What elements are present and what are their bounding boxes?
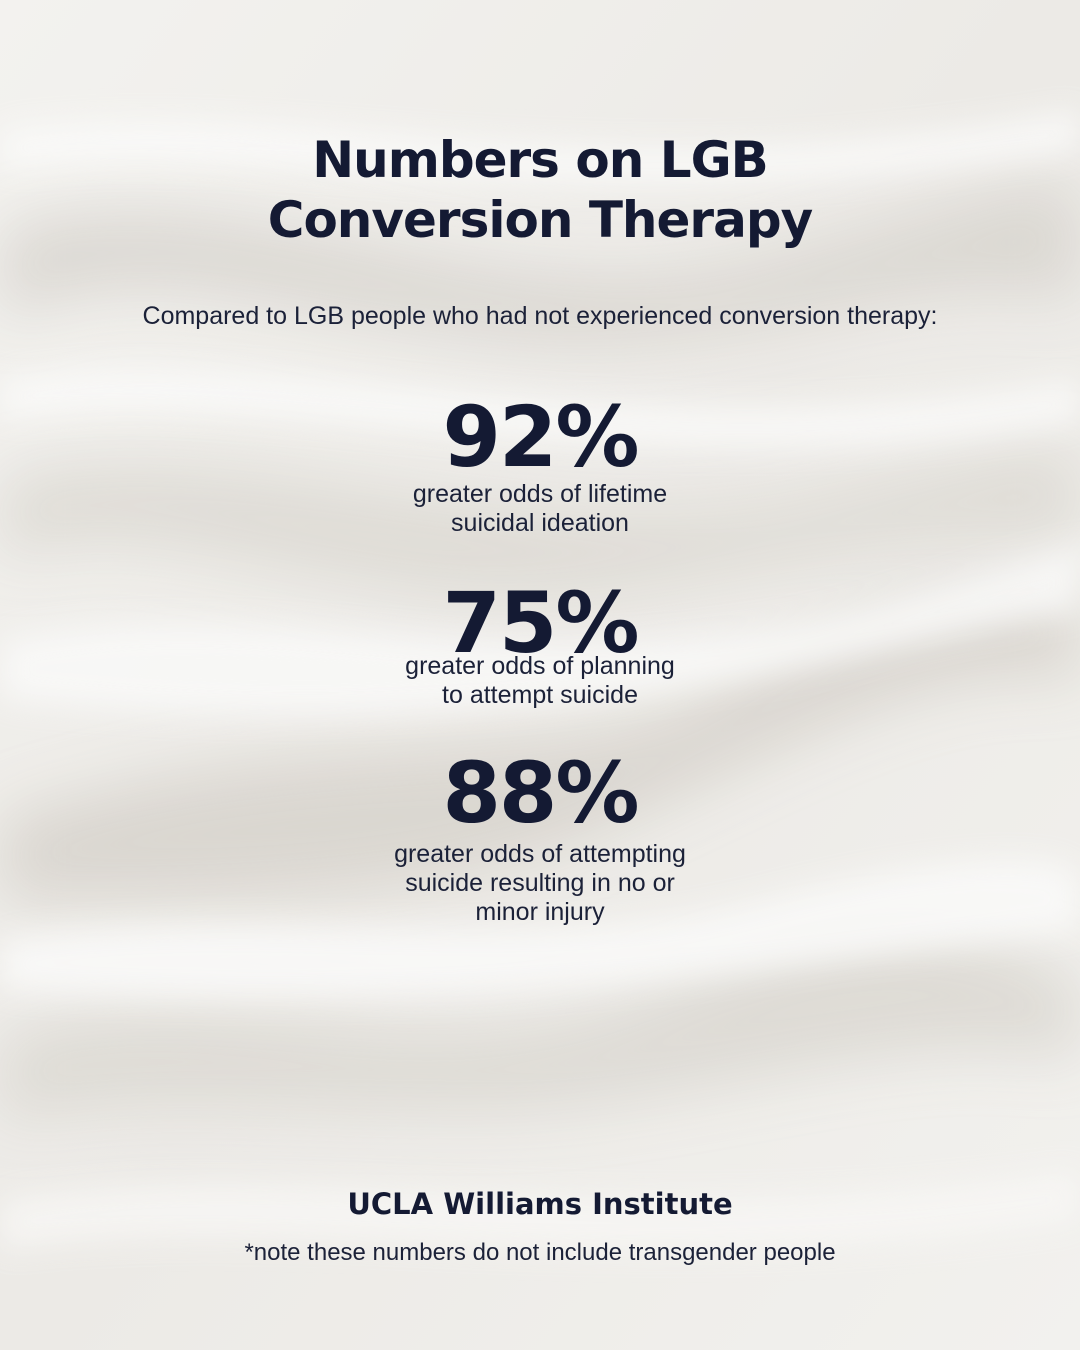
stat-description-line: to attempt suicide	[442, 681, 638, 709]
source-attribution: UCLA Williams Institute	[347, 1187, 733, 1221]
stat-description-line: greater odds of planning	[405, 652, 675, 680]
stat-description: greater odds of planning to attempt suic…	[0, 652, 1080, 710]
stat-item: 88% greater odds of attempting suicide r…	[0, 748, 1080, 927]
footnote: *note these numbers do not include trans…	[244, 1239, 836, 1266]
subtitle: Compared to LGB people who had not exper…	[142, 302, 938, 330]
stat-description: greater odds of lifetime suicidal ideati…	[0, 480, 1080, 538]
title-line-1: Numbers on LGB	[312, 131, 768, 189]
title-line-2: Conversion Therapy	[267, 191, 813, 249]
stat-description-line: suicidal ideation	[451, 509, 629, 537]
stat-description-line: minor injury	[475, 898, 605, 926]
stat-description-line: greater odds of lifetime	[412, 480, 668, 508]
stat-value: 92%	[442, 388, 639, 486]
page-title: Numbers on LGB Conversion Therapy	[0, 130, 1080, 250]
stat-value: 88%	[442, 744, 639, 842]
stat-item: 75% greater odds of planning to attempt …	[0, 578, 1080, 710]
stat-description-line: suicide resulting in no or	[405, 869, 675, 897]
stat-description: greater odds of attempting suicide resul…	[0, 840, 1080, 927]
stat-item: 92% greater odds of lifetime suicidal id…	[0, 392, 1080, 538]
stat-value: 75%	[442, 574, 639, 672]
stat-description-line: greater odds of attempting	[394, 840, 686, 868]
